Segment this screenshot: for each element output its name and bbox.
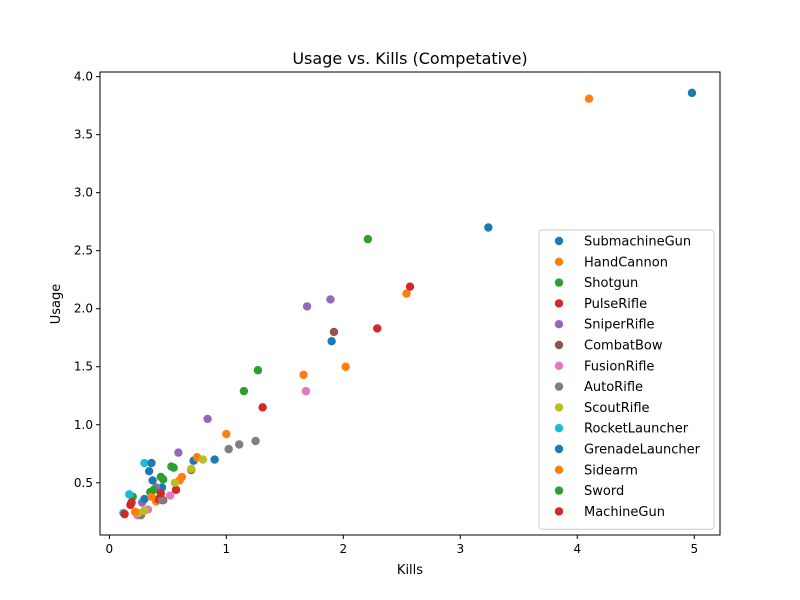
plot-frame (99, 71, 721, 536)
legend-marker (554, 340, 564, 350)
legend-label: SniperRifle (584, 318, 655, 333)
x-tick-label: 2 (340, 542, 348, 556)
legend-label: HandCannon (584, 255, 668, 270)
legend-label: MachineGun (584, 505, 665, 520)
data-points (119, 88, 697, 520)
data-point (484, 223, 493, 232)
data-point (130, 507, 140, 516)
data-point (301, 386, 311, 396)
legend-label: CombatBow (584, 339, 663, 354)
data-point (299, 370, 308, 380)
data-point (144, 466, 154, 476)
legend-label: RocketLauncher (584, 422, 689, 437)
legend-label: PulseRifle (584, 297, 647, 312)
legend-marker (554, 236, 564, 246)
legend-label: FusionRifle (584, 359, 654, 374)
data-point (251, 436, 260, 446)
data-point (156, 472, 166, 482)
legend-label: Sidearm (584, 463, 638, 478)
y-tick-label: 0.5 (74, 476, 93, 490)
data-point (373, 324, 382, 333)
data-point (235, 440, 244, 449)
y-tick-label: 2.0 (74, 302, 93, 316)
data-point (405, 282, 415, 291)
data-point (253, 366, 263, 375)
legend-label: ScoutRifle (584, 401, 650, 416)
y-tick-label: 1.0 (74, 418, 93, 432)
y-tick-label: 1.5 (74, 360, 93, 374)
x-tick-label: 0 (106, 542, 114, 556)
data-point (127, 498, 136, 507)
data-point (157, 495, 167, 505)
legend-label: SubmachineGun (584, 235, 691, 250)
data-point (687, 88, 697, 98)
data-point (258, 403, 267, 412)
y-axis: 0.5 1.0 1.5 2.0 2.5 3.0 3.5 4.0 (74, 70, 100, 490)
data-point (148, 476, 157, 485)
data-point (198, 455, 208, 464)
data-point (224, 444, 233, 454)
legend-marker (554, 403, 564, 412)
data-point (187, 464, 196, 474)
x-tick-label: 1 (223, 542, 231, 556)
legend-label: Sword (584, 484, 624, 499)
data-point (171, 485, 181, 494)
data-point (156, 489, 166, 498)
data-point (302, 302, 312, 311)
legend-marker (554, 444, 564, 454)
x-axis: 0 1 2 3 4 5 (106, 535, 698, 556)
legend-marker (554, 424, 564, 433)
data-point (177, 472, 187, 482)
data-point (239, 386, 249, 396)
legend-marker (554, 486, 564, 495)
data-point (147, 458, 156, 468)
y-axis-label: Usage (49, 284, 64, 325)
data-point (326, 295, 335, 304)
legend-label: GrenadeLauncher (584, 443, 701, 458)
data-point (584, 94, 594, 103)
y-tick-label: 3.0 (74, 186, 93, 200)
legend-marker (554, 507, 564, 516)
legend-label: Shotgun (584, 276, 638, 291)
data-point (120, 509, 129, 519)
legend-marker (554, 465, 564, 474)
data-point (327, 337, 336, 346)
legend-marker (554, 278, 564, 287)
data-point (203, 414, 212, 424)
legend-frame (538, 229, 715, 530)
legend-marker (554, 299, 564, 308)
x-tick-label: 5 (690, 542, 698, 556)
legend-label: AutoRifle (584, 380, 643, 395)
data-point (222, 429, 231, 439)
data-point (125, 490, 134, 499)
data-point (402, 289, 411, 298)
data-point (149, 485, 159, 494)
x-axis-label: Kills (397, 563, 423, 578)
data-point (210, 455, 219, 464)
legend-marker (554, 361, 564, 370)
x-tick-label: 4 (573, 542, 581, 556)
legend-marker (554, 382, 564, 391)
legend: SubmachineGun HandCannon Shotgun PulseRifle… (538, 229, 715, 530)
data-point (329, 327, 339, 337)
data-point (140, 458, 149, 468)
data-point (147, 492, 156, 501)
legend-marker (554, 257, 564, 266)
y-tick-label: 4.0 (74, 70, 93, 84)
y-tick-label: 2.5 (74, 244, 93, 258)
data-point (167, 462, 176, 471)
data-point (174, 448, 183, 457)
data-point (165, 491, 175, 500)
data-point (170, 478, 180, 487)
data-point (341, 362, 350, 371)
chart-title: Usage vs. Kills (Competative) (292, 49, 527, 68)
x-tick-label: 3 (456, 542, 464, 556)
data-point (363, 234, 373, 244)
y-tick-label: 3.5 (74, 128, 93, 142)
data-point (140, 494, 149, 504)
legend-marker (554, 320, 564, 329)
